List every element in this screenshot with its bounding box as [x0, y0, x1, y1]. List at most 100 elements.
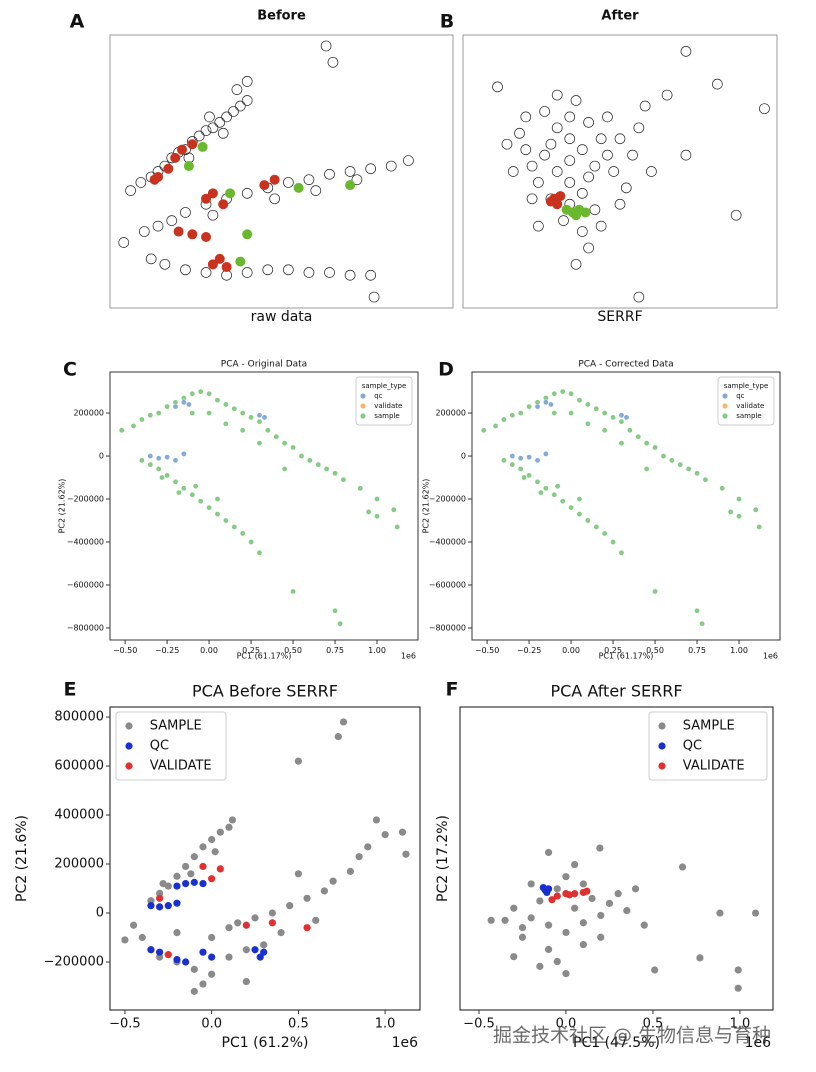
data-point [286, 902, 294, 910]
data-point [190, 987, 198, 995]
data-point [181, 451, 187, 457]
data-point [197, 388, 204, 395]
data-point [225, 188, 236, 199]
data-point [548, 896, 556, 904]
data-point [402, 850, 410, 858]
y-axis-label: PC2 (21.62%) [58, 479, 67, 534]
data-point [187, 229, 198, 240]
data-point [193, 130, 205, 142]
data-point [639, 100, 651, 112]
data-point [337, 620, 343, 627]
legend-label: sample [374, 412, 399, 420]
data-point [571, 860, 579, 869]
x-offset-label: 1e6 [763, 652, 778, 661]
data-point [652, 444, 658, 451]
y-tick-label: 800000 [54, 710, 104, 725]
x-tick-label: 0.25 [604, 646, 622, 655]
data-point [181, 485, 187, 492]
data-point [332, 607, 338, 614]
data-point [509, 412, 516, 418]
data-point [564, 177, 576, 188]
data-point [155, 466, 162, 472]
data-point [190, 878, 198, 886]
data-point [544, 945, 553, 954]
data-point [269, 193, 280, 205]
data-point [716, 909, 724, 917]
data-point [562, 873, 570, 881]
data-point [324, 168, 335, 180]
legend-label: QC [683, 739, 702, 754]
data-point [256, 549, 263, 556]
data-point [576, 144, 588, 156]
data-point [138, 933, 146, 942]
data-point [201, 193, 212, 204]
data-point [734, 984, 742, 992]
data-point [303, 894, 311, 902]
panel-label: E [64, 679, 77, 701]
x-offset-label: 1e6 [392, 1035, 419, 1051]
data-point [536, 897, 544, 905]
x-tick-label: 0.50 [646, 646, 664, 655]
data-point [334, 733, 342, 741]
data-point [207, 259, 218, 270]
axes-frame [462, 34, 778, 309]
data-point [736, 496, 742, 502]
data-point [189, 491, 196, 498]
chart-title: PCA After SERRF [550, 682, 682, 701]
data-point [534, 403, 541, 410]
data-point [562, 970, 570, 978]
data-point [256, 418, 263, 425]
x-tick-label: −0.50 [475, 646, 500, 655]
data-point [559, 498, 566, 504]
data-point [558, 215, 569, 226]
data-point [303, 267, 315, 278]
data-point [579, 940, 587, 949]
data-point [661, 89, 673, 101]
data-point [595, 220, 607, 232]
data-point [242, 921, 250, 929]
data-point [533, 177, 544, 188]
data-point [248, 539, 254, 545]
data-point [320, 887, 329, 895]
data-point [711, 78, 723, 90]
data-point [588, 894, 596, 903]
data-point [526, 160, 538, 172]
data-point [614, 133, 626, 145]
legend-swatch [658, 762, 666, 770]
data-point [207, 209, 219, 221]
data-point [259, 180, 270, 191]
data-point [147, 946, 155, 954]
data-point [303, 924, 311, 932]
data-point [487, 916, 495, 924]
data-point [651, 966, 659, 974]
data-point [610, 414, 616, 421]
data-point [571, 904, 579, 912]
data-point [753, 506, 759, 513]
data-point [509, 461, 516, 468]
data-point [180, 264, 191, 276]
data-point [702, 476, 709, 483]
data-point [585, 517, 591, 524]
data-point [344, 269, 356, 281]
y-axis-label: PC2 (21.62%) [422, 479, 431, 534]
data-point [597, 911, 605, 920]
data-point [564, 133, 576, 145]
data-point [534, 479, 541, 485]
data-point [186, 401, 192, 408]
data-point [208, 970, 216, 978]
data-point [564, 111, 576, 123]
y-tick-label: −200000 [67, 495, 104, 504]
data-point [172, 457, 179, 464]
data-point [568, 504, 574, 511]
data-point [231, 84, 243, 95]
data-point [736, 513, 742, 520]
data-point [602, 149, 613, 161]
data-point [251, 946, 259, 954]
data-point [365, 163, 377, 175]
data-point [643, 440, 650, 446]
data-point [218, 199, 229, 210]
data-point [583, 117, 594, 128]
data-point [544, 921, 553, 929]
x-axis-label: PC1 (61.17%) [237, 652, 292, 661]
